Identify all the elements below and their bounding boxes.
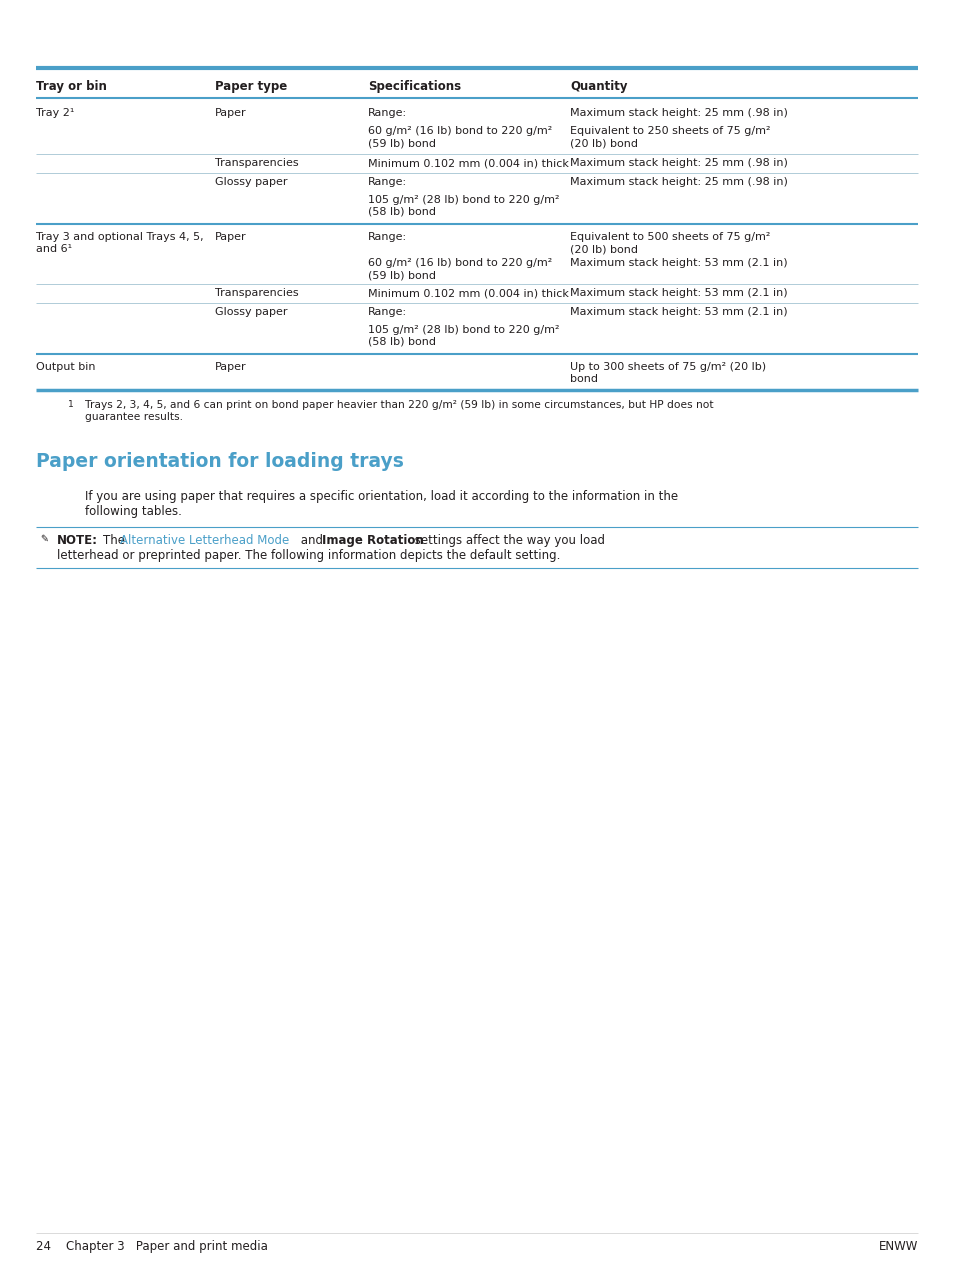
Text: guarantee results.: guarantee results. — [85, 411, 183, 422]
Text: bond: bond — [569, 373, 598, 384]
Text: The: The — [103, 533, 129, 547]
Text: Equivalent to 250 sheets of 75 g/m²: Equivalent to 250 sheets of 75 g/m² — [569, 126, 770, 136]
Text: Paper: Paper — [214, 232, 247, 243]
Text: (20 lb) bond: (20 lb) bond — [569, 138, 638, 149]
Text: Equivalent to 500 sheets of 75 g/m²: Equivalent to 500 sheets of 75 g/m² — [569, 232, 770, 243]
Text: Minimum 0.102 mm (0.004 in) thick: Minimum 0.102 mm (0.004 in) thick — [368, 288, 568, 298]
Text: Glossy paper: Glossy paper — [214, 307, 287, 318]
Text: following tables.: following tables. — [85, 505, 182, 518]
Text: Alternative Letterhead Mode: Alternative Letterhead Mode — [120, 533, 289, 547]
Text: ✎: ✎ — [36, 533, 49, 544]
Text: Glossy paper: Glossy paper — [214, 177, 287, 187]
Text: If you are using paper that requires a specific orientation, load it according t: If you are using paper that requires a s… — [85, 490, 678, 503]
Text: (58 lb) bond: (58 lb) bond — [368, 337, 436, 347]
Text: Quantity: Quantity — [569, 80, 627, 93]
Text: Transparencies: Transparencies — [214, 157, 298, 168]
Text: Minimum 0.102 mm (0.004 in) thick: Minimum 0.102 mm (0.004 in) thick — [368, 157, 568, 168]
Text: (20 lb) bond: (20 lb) bond — [569, 244, 638, 254]
Text: 60 g/m² (16 lb) bond to 220 g/m²: 60 g/m² (16 lb) bond to 220 g/m² — [368, 126, 552, 136]
Text: ENWW: ENWW — [878, 1240, 917, 1253]
Text: Image Rotation: Image Rotation — [322, 533, 423, 547]
Text: Range:: Range: — [368, 108, 407, 118]
Text: Tray 3 and optional Trays 4, 5,: Tray 3 and optional Trays 4, 5, — [36, 232, 203, 243]
Text: Maximum stack height: 53 mm (2.1 in): Maximum stack height: 53 mm (2.1 in) — [569, 307, 787, 318]
Text: Tray or bin: Tray or bin — [36, 80, 107, 93]
Text: settings affect the way you load: settings affect the way you load — [411, 533, 604, 547]
Text: Maximum stack height: 53 mm (2.1 in): Maximum stack height: 53 mm (2.1 in) — [569, 288, 787, 298]
Text: Transparencies: Transparencies — [214, 288, 298, 298]
Text: 60 g/m² (16 lb) bond to 220 g/m²: 60 g/m² (16 lb) bond to 220 g/m² — [368, 258, 552, 268]
Text: Paper: Paper — [214, 108, 247, 118]
Text: letterhead or preprinted paper. The following information depicts the default se: letterhead or preprinted paper. The foll… — [57, 549, 559, 563]
Text: and 6¹: and 6¹ — [36, 244, 72, 254]
Text: Trays 2, 3, 4, 5, and 6 can print on bond paper heavier than 220 g/m² (59 lb) in: Trays 2, 3, 4, 5, and 6 can print on bon… — [85, 400, 713, 410]
Text: Maximum stack height: 25 mm (.98 in): Maximum stack height: 25 mm (.98 in) — [569, 157, 787, 168]
Text: 105 g/m² (28 lb) bond to 220 g/m²: 105 g/m² (28 lb) bond to 220 g/m² — [368, 325, 558, 335]
Text: Tray 2¹: Tray 2¹ — [36, 108, 74, 118]
Text: 105 g/m² (28 lb) bond to 220 g/m²: 105 g/m² (28 lb) bond to 220 g/m² — [368, 196, 558, 204]
Text: Output bin: Output bin — [36, 362, 95, 372]
Text: Maximum stack height: 53 mm (2.1 in): Maximum stack height: 53 mm (2.1 in) — [569, 258, 787, 268]
Text: (59 lb) bond: (59 lb) bond — [368, 138, 436, 149]
Text: (59 lb) bond: (59 lb) bond — [368, 271, 436, 279]
Text: Maximum stack height: 25 mm (.98 in): Maximum stack height: 25 mm (.98 in) — [569, 177, 787, 187]
Text: and: and — [296, 533, 327, 547]
Text: Up to 300 sheets of 75 g/m² (20 lb): Up to 300 sheets of 75 g/m² (20 lb) — [569, 362, 765, 372]
Text: Range:: Range: — [368, 307, 407, 318]
Text: NOTE:: NOTE: — [57, 533, 98, 547]
Text: Range:: Range: — [368, 177, 407, 187]
Text: (58 lb) bond: (58 lb) bond — [368, 207, 436, 217]
Text: Specifications: Specifications — [368, 80, 460, 93]
Text: Paper: Paper — [214, 362, 247, 372]
Text: Range:: Range: — [368, 232, 407, 243]
Text: 24    Chapter 3   Paper and print media: 24 Chapter 3 Paper and print media — [36, 1240, 268, 1253]
Text: Maximum stack height: 25 mm (.98 in): Maximum stack height: 25 mm (.98 in) — [569, 108, 787, 118]
Text: 1: 1 — [68, 400, 73, 409]
Text: Paper orientation for loading trays: Paper orientation for loading trays — [36, 452, 403, 471]
Text: Paper type: Paper type — [214, 80, 287, 93]
